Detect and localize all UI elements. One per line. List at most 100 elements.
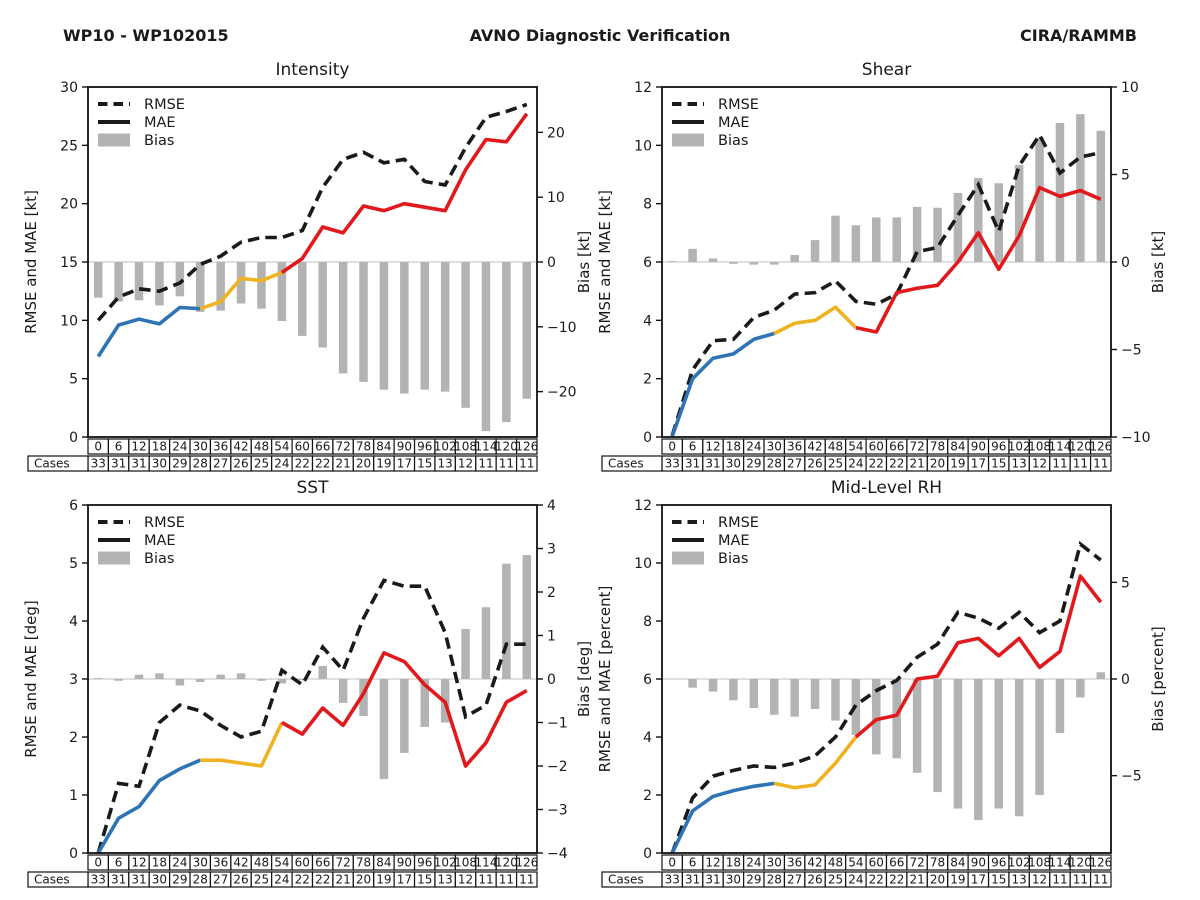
hour-cell-label: 120 <box>1069 856 1092 870</box>
hour-cell-label: 60 <box>295 440 310 454</box>
cases-cell-value: 11 <box>499 457 514 471</box>
cases-cell-value: 27 <box>213 457 228 471</box>
hour-cell-label: 36 <box>213 856 228 870</box>
hour-cell-label: 78 <box>356 856 371 870</box>
left-tick-label: 5 <box>69 556 78 572</box>
hour-cell <box>515 438 538 455</box>
bias-bar <box>522 555 532 679</box>
cases-cell <box>1089 871 1112 888</box>
bias-bar <box>502 563 511 679</box>
legend-mae-label: MAE <box>718 115 750 131</box>
cases-cell-value: 26 <box>233 457 248 471</box>
cases-cell-value: 26 <box>807 873 822 887</box>
hour-cell-label: 66 <box>315 856 330 870</box>
right-tick-label: 1 <box>547 629 556 645</box>
bias-bar <box>708 258 718 262</box>
bias-bar <box>502 262 511 423</box>
cases-cell-value: 30 <box>726 873 741 887</box>
bias-bar <box>790 255 799 262</box>
hour-cell <box>1089 438 1112 455</box>
legend-rmse-label: RMSE <box>144 97 185 113</box>
figure-title: AVNO Diagnostic Verification <box>469 26 731 45</box>
hour-cell-label: 18 <box>152 440 167 454</box>
cases-cell-value: 15 <box>991 873 1006 887</box>
hour-cell-label: 90 <box>397 440 412 454</box>
cases-cell-value: 22 <box>869 873 884 887</box>
right-axis-label: Bias [kt] <box>1149 231 1167 294</box>
cases-cell-value: 33 <box>91 457 106 471</box>
cases-cell-value: 17 <box>397 457 412 471</box>
left-axis-label: RMSE and MAE [percent] <box>596 586 614 773</box>
bias-bar <box>953 679 963 809</box>
cases-cell-value: 31 <box>705 873 720 887</box>
hour-cell-label: 72 <box>909 856 924 870</box>
right-tick-label: 2 <box>547 585 556 601</box>
hour-cell-label: 12 <box>705 856 720 870</box>
cases-cell-value: 27 <box>787 457 802 471</box>
bias-bar <box>134 262 144 301</box>
rmse-line <box>670 131 1102 437</box>
cases-cell-value: 13 <box>438 873 453 887</box>
cases-cell-value: 15 <box>417 457 432 471</box>
cases-header-label: Cases <box>608 457 644 471</box>
bias-bar <box>729 679 738 701</box>
hour-cell-label: 0 <box>94 856 102 870</box>
rmse-line <box>96 102 528 322</box>
hour-cell-label: 78 <box>930 856 945 870</box>
right-tick-label: 5 <box>1121 575 1130 591</box>
bias-bar <box>667 261 677 262</box>
bias-bar <box>810 240 820 262</box>
right-tick-label: −10 <box>1121 430 1151 446</box>
hour-cell-label: 96 <box>991 856 1006 870</box>
cases-cell-value: 12 <box>1032 457 1047 471</box>
hour-cell-label: 0 <box>94 440 102 454</box>
bias-bar <box>1035 679 1044 795</box>
cases-cell-value: 28 <box>193 457 208 471</box>
mae-line-late <box>280 651 528 768</box>
rmse-line <box>96 578 527 854</box>
cases-cell-value: 17 <box>971 873 986 887</box>
left-tick-label: 6 <box>643 255 652 271</box>
right-tick-label: −4 <box>547 846 568 862</box>
cases-cell-value: 19 <box>376 873 391 887</box>
cases-cell-value: 13 <box>438 457 453 471</box>
hour-cell-label: 66 <box>315 440 330 454</box>
cases-cell-value: 31 <box>705 457 720 471</box>
hour-cell-label: 48 <box>828 440 843 454</box>
bias-bar <box>196 679 205 683</box>
bias-bar <box>257 679 266 681</box>
left-tick-label: 30 <box>60 80 78 96</box>
cases-cell-value: 11 <box>1093 873 1108 887</box>
cases-cell-value: 31 <box>685 457 700 471</box>
cases-cell-value: 22 <box>889 873 904 887</box>
bias-bar <box>257 262 266 309</box>
bias-bar <box>277 679 287 684</box>
left-tick-label: 15 <box>60 255 78 271</box>
legend-bias-swatch <box>672 551 704 565</box>
hour-cell-label: 30 <box>767 440 782 454</box>
hour-cell-label: 72 <box>335 856 350 870</box>
bias-bar <box>912 679 922 773</box>
mae-line-late <box>855 185 1102 334</box>
bias-bar <box>338 679 348 703</box>
cases-cell-value: 11 <box>1052 457 1067 471</box>
bias-bar <box>708 679 718 692</box>
left-tick-label: 2 <box>69 730 78 746</box>
cases-cell-value: 11 <box>478 457 493 471</box>
left-tick-label: 4 <box>69 614 78 630</box>
mae-line-mid <box>199 270 283 311</box>
bias-bar <box>298 679 307 680</box>
bias-bar <box>933 207 942 262</box>
panel-title: Mid-Level RH <box>831 478 942 498</box>
bias-bar <box>114 679 123 681</box>
cases-cell-value: 31 <box>131 457 146 471</box>
cases-cell-value: 22 <box>315 457 330 471</box>
mae-line-early <box>96 758 201 854</box>
bias-bar <box>810 679 820 709</box>
hour-cell-label: 6 <box>689 440 697 454</box>
bias-bar <box>93 262 103 298</box>
left-tick-label: 2 <box>643 372 652 388</box>
left-tick-label: 0 <box>643 846 652 862</box>
cases-cell-value: 19 <box>950 873 965 887</box>
